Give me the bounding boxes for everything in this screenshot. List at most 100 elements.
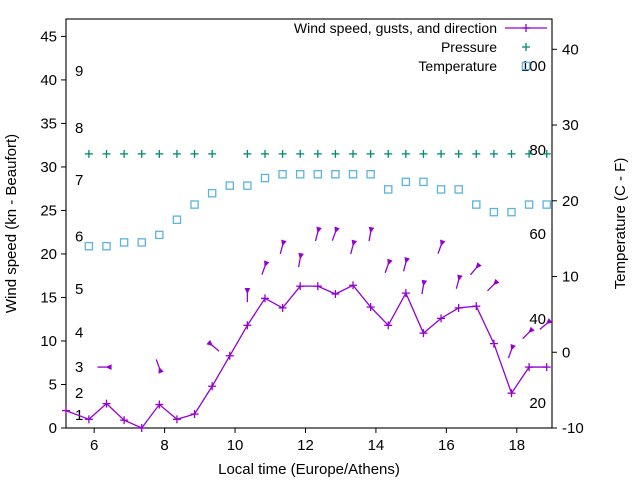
legend-label-temperature: Temperature [418,58,497,74]
wind-direction-arrow-head [351,239,358,247]
wind-direction-arrow-shaft [350,245,354,255]
temperature-point [489,207,499,217]
y-axis-tick-label: 5 [49,376,57,393]
wind-direction-arrow-head [440,239,446,247]
wind-direction-arrow-head [528,326,535,334]
beaufort-scale-label: 4 [75,324,83,341]
fahrenheit-scale-label: 100 [521,58,546,75]
legend-label-wind: Wind speed, gusts, and direction [294,20,497,36]
plot-frame [65,18,553,429]
temperature-point [190,200,199,209]
temperature-point [454,185,463,194]
wind-direction-arrow-shaft [522,331,530,340]
wind-direction-arrow-shaft [155,359,160,369]
temperature-point [542,200,551,209]
y-axis-tick-label: 40 [40,72,57,89]
temperature-point [84,241,94,251]
temperature-point [366,170,375,179]
fahrenheit-scale-label: 60 [529,226,546,243]
y2-axis-tick-label: 40 [562,41,579,58]
temperature-point [207,188,217,198]
wind-speed-line [65,284,547,429]
wind-direction-arrow-shaft [421,285,425,295]
fahrenheit-scale-label: 80 [529,142,546,159]
wind-direction-arrow-head [264,260,270,268]
temperature-point [419,177,428,187]
x-axis-tick-label: 8 [160,437,168,454]
x-axis-tick-label: 16 [438,437,455,454]
beaufort-scale-label: 7 [75,172,83,189]
wind-direction-arrow-shaft [455,279,460,289]
temperature-point [243,181,252,190]
wind-direction-arrow-head [404,257,410,264]
wind-direction-arrow-shaft [331,231,337,241]
y-axis-tick-label: 25 [40,202,57,219]
y-axis-title: Wind speed (kn - Beaufort) [3,134,20,313]
y-axis-tick-label: 30 [40,159,57,176]
wind-direction-arrow-shaft [279,245,284,255]
y-axis-tick-label: 20 [40,246,57,263]
wind-direction-arrow-head [387,258,393,266]
temperature-point [278,170,287,179]
wind-direction-arrow-head [158,366,164,374]
beaufort-scale-label: 2 [75,385,83,402]
y2-axis-title: Temperature (C - F) [612,158,629,290]
wind-direction-arrow-head [545,318,553,325]
y2-axis-tick-label: 20 [562,193,579,210]
wind-direction-arrow-shaft [384,264,389,274]
beaufort-scale-label: 6 [75,229,83,246]
wind-direction-arrow-head [493,278,500,286]
wind-direction-arrow-head [334,226,340,234]
y-axis-tick-label: 35 [40,115,57,132]
y-axis-tick-label: 45 [40,28,57,45]
wind-direction-arrow-head [457,274,463,282]
temperature-point [260,173,270,183]
wind-direction-arrow-shaft [507,349,513,359]
beaufort-scale-label: 9 [75,63,83,80]
wind-direction-arrow-shaft [261,265,266,275]
y2-axis-tick-label: 30 [562,117,579,134]
temperature-point [119,238,129,247]
x-axis-tick-label: 12 [297,437,314,454]
wind-direction-arrow-head [510,343,516,351]
beaufort-scale-label: 3 [75,359,83,376]
wind-direction-arrow-head [281,239,287,247]
x-axis-tick-label: 6 [90,437,98,454]
temperature-point [295,170,305,179]
wind-direction-arrow-shaft [539,323,548,330]
temperature-point [383,185,393,194]
temperature-point [137,238,146,247]
x-axis-tick-label: 10 [227,437,244,454]
wind-direction-arrow-head [368,226,375,234]
x-axis-tick-label: 18 [508,437,525,454]
temperature-point [225,181,235,190]
temperature-point [331,170,340,179]
wind-direction-arrow-shaft [368,232,372,242]
wind-direction-arrow-head [105,364,112,370]
fahrenheit-scale-label: 40 [529,311,546,328]
wind-direction-arrow-shaft [437,245,442,254]
x-axis-title: Local time (Europe/Athens) [218,461,400,478]
wind-direction-arrow-head [298,252,304,260]
wind-direction-arrow-shaft [314,232,319,242]
wind-direction-arrow-head [421,279,428,287]
temperature-point [102,241,111,251]
temperature-point [436,185,446,194]
beaufort-scale-label: 5 [75,281,83,298]
legend-swatch-temperature [521,61,531,71]
wind-direction-arrow-head [316,226,322,234]
wind-direction-arrow-shaft [487,283,495,292]
temperature-point [348,170,358,179]
wind-direction-arrow-shaft [297,258,301,268]
y2-axis-tick-label: 0 [562,344,570,361]
temperature-point [507,207,516,217]
y-axis-tick-label: 0 [49,420,57,437]
temperature-point [524,200,534,209]
temperature-point [313,170,323,179]
y2-axis-tick-label: 10 [562,269,579,286]
wind-direction-arrow-shaft [469,267,477,276]
x-axis-tick-label: 14 [368,437,385,454]
beaufort-scale-label: 8 [75,120,83,137]
y2-axis-tick-label: -10 [562,420,584,437]
